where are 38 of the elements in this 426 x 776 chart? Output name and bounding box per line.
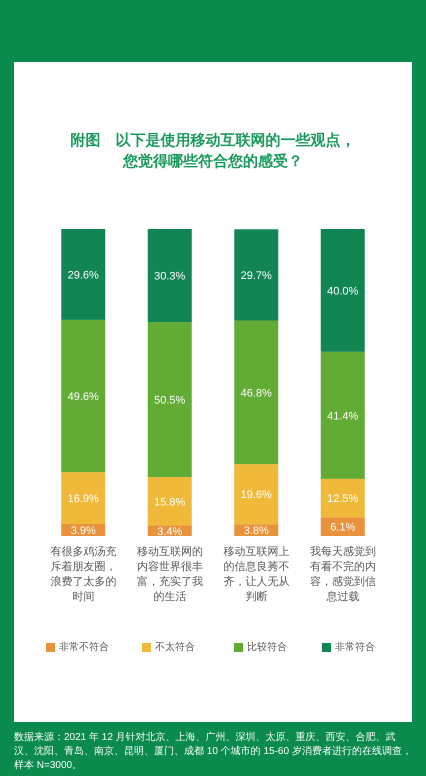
- bar: [234, 229, 278, 320]
- legend-label: 不太符合: [155, 640, 195, 654]
- data-label: 6.1%: [330, 522, 356, 534]
- bar: [148, 477, 192, 526]
- bar: [61, 472, 106, 524]
- data-label: 30.3%: [154, 270, 186, 283]
- bar: [61, 320, 106, 472]
- x-tick-label: 我每天感觉到有看不完的内容，感觉到信息过载: [308, 545, 377, 605]
- data-label: 49.6%: [68, 391, 100, 404]
- bar: [148, 322, 192, 478]
- legend-label: 非常不符合: [59, 640, 109, 654]
- bar: [148, 229, 192, 322]
- chart-title: 附图 以下是使用移动互联网的一些观点，您觉得哪些符合您的感受？: [70, 131, 356, 172]
- data-label: 40.0%: [327, 285, 359, 298]
- data-label: 16.9%: [68, 493, 100, 506]
- data-label: 46.8%: [240, 387, 272, 400]
- source-note: 数据来源：2021 年 12 月针对北京、上海、广州、深圳、太原、重庆、西安、合肥、武汉、沈阳、青岛、南京、昆明、厦门、成都 10 个城市的 15-60 岁消费者进行的在线调查，样本 N=3000。: [14, 731, 412, 773]
- data-label: 15.8%: [154, 496, 186, 508]
- bar: [320, 478, 365, 518]
- x-tick-label: 移动互联网上的信息良莠不齐，让人无从判断: [222, 545, 290, 605]
- data-label: 50.5%: [154, 394, 186, 407]
- data-label: 3.4%: [157, 526, 182, 538]
- data-label: 29.6%: [68, 269, 100, 282]
- legend-label: 比较符合: [247, 640, 287, 654]
- bar: [320, 352, 365, 479]
- bar: [234, 320, 278, 464]
- bar: [320, 229, 365, 352]
- data-label: 19.6%: [240, 489, 272, 502]
- data-label: 3.8%: [244, 525, 269, 538]
- data-label: 29.7%: [240, 270, 272, 282]
- legend-label: 非常符合: [335, 640, 375, 654]
- bar: [61, 229, 106, 320]
- x-tick-label: 有很多鸡汤充斥着朋友圈，浪费了太多的时间: [49, 545, 118, 605]
- data-label: 3.9%: [70, 525, 96, 538]
- data-label: 12.5%: [327, 493, 359, 506]
- bar: [234, 464, 278, 524]
- x-tick-label: 移动互联网的内容世界很丰富，充实了我的生活: [136, 545, 204, 605]
- data-label: 41.4%: [327, 410, 359, 422]
